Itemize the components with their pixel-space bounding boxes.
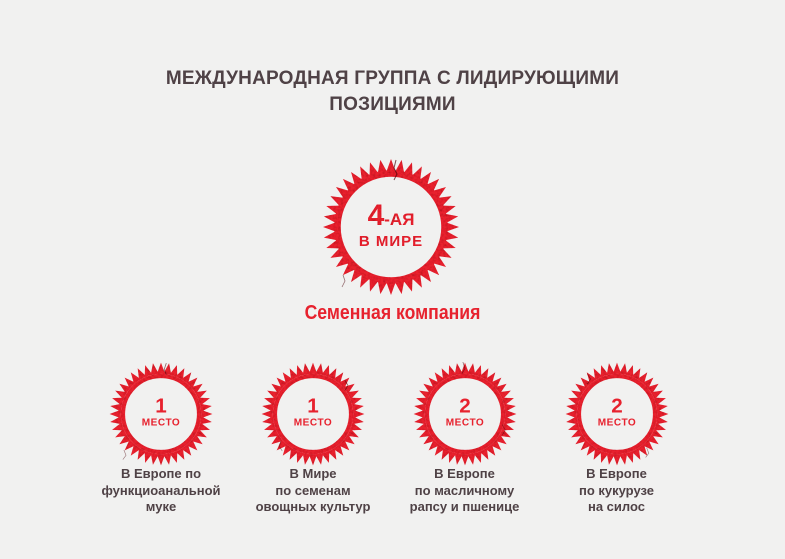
svg-text:В МИРЕ: В МИРЕ bbox=[359, 233, 423, 250]
svg-text:МЕСТО: МЕСТО bbox=[142, 417, 180, 428]
svg-text:2: 2 bbox=[459, 394, 471, 417]
svg-text:2: 2 bbox=[611, 394, 623, 417]
svg-text:МЕСТО: МЕСТО bbox=[294, 417, 332, 428]
svg-text:1: 1 bbox=[307, 394, 319, 417]
svg-text:МЕСТО: МЕСТО bbox=[598, 417, 636, 428]
svg-text:1: 1 bbox=[155, 394, 167, 417]
svg-text:МЕСТО: МЕСТО bbox=[446, 417, 484, 428]
